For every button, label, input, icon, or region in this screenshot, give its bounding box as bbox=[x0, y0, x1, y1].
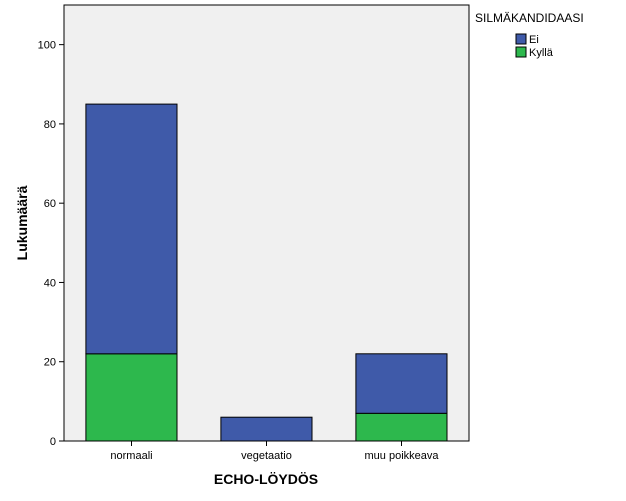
y-axis-title: Lukumäärä bbox=[14, 185, 30, 260]
y-axis: 0 20 40 60 80 100 bbox=[38, 40, 64, 448]
x-tick-label-vegetaatio: vegetaatio bbox=[241, 450, 292, 462]
legend-swatch-kylla bbox=[515, 46, 527, 58]
x-tick-label-muu-poikkeava: muu poikkeava bbox=[365, 450, 440, 462]
bar-muu-poikkeava-kylla bbox=[355, 412, 448, 442]
bar-normaali-kylla bbox=[85, 353, 178, 442]
y-tick-label-60: 60 bbox=[44, 198, 56, 210]
legend-swatch-ei bbox=[515, 33, 527, 45]
x-axis-title: ECHO-LÖYDÖS bbox=[214, 471, 318, 487]
legend-label-ei: Ei bbox=[529, 34, 539, 46]
legend-label-kylla: Kyllä bbox=[529, 47, 554, 59]
bar-muu-poikkeava-ei bbox=[355, 353, 448, 414]
bar-vegetaatio-ei bbox=[220, 416, 313, 442]
y-tick-label-80: 80 bbox=[44, 119, 56, 131]
y-tick-label-0: 0 bbox=[50, 436, 56, 448]
x-tick-label-normaali: normaali bbox=[110, 450, 152, 462]
x-axis: normaali vegetaatio muu poikkeava bbox=[110, 441, 439, 462]
y-tick-label-20: 20 bbox=[44, 357, 56, 369]
legend-title: SILMÄKANDIDAASI bbox=[475, 11, 584, 25]
y-tick-label-100: 100 bbox=[38, 40, 56, 52]
bar-normaali-ei bbox=[85, 103, 178, 355]
y-tick-label-40: 40 bbox=[44, 277, 56, 289]
bars-layer bbox=[85, 103, 448, 442]
